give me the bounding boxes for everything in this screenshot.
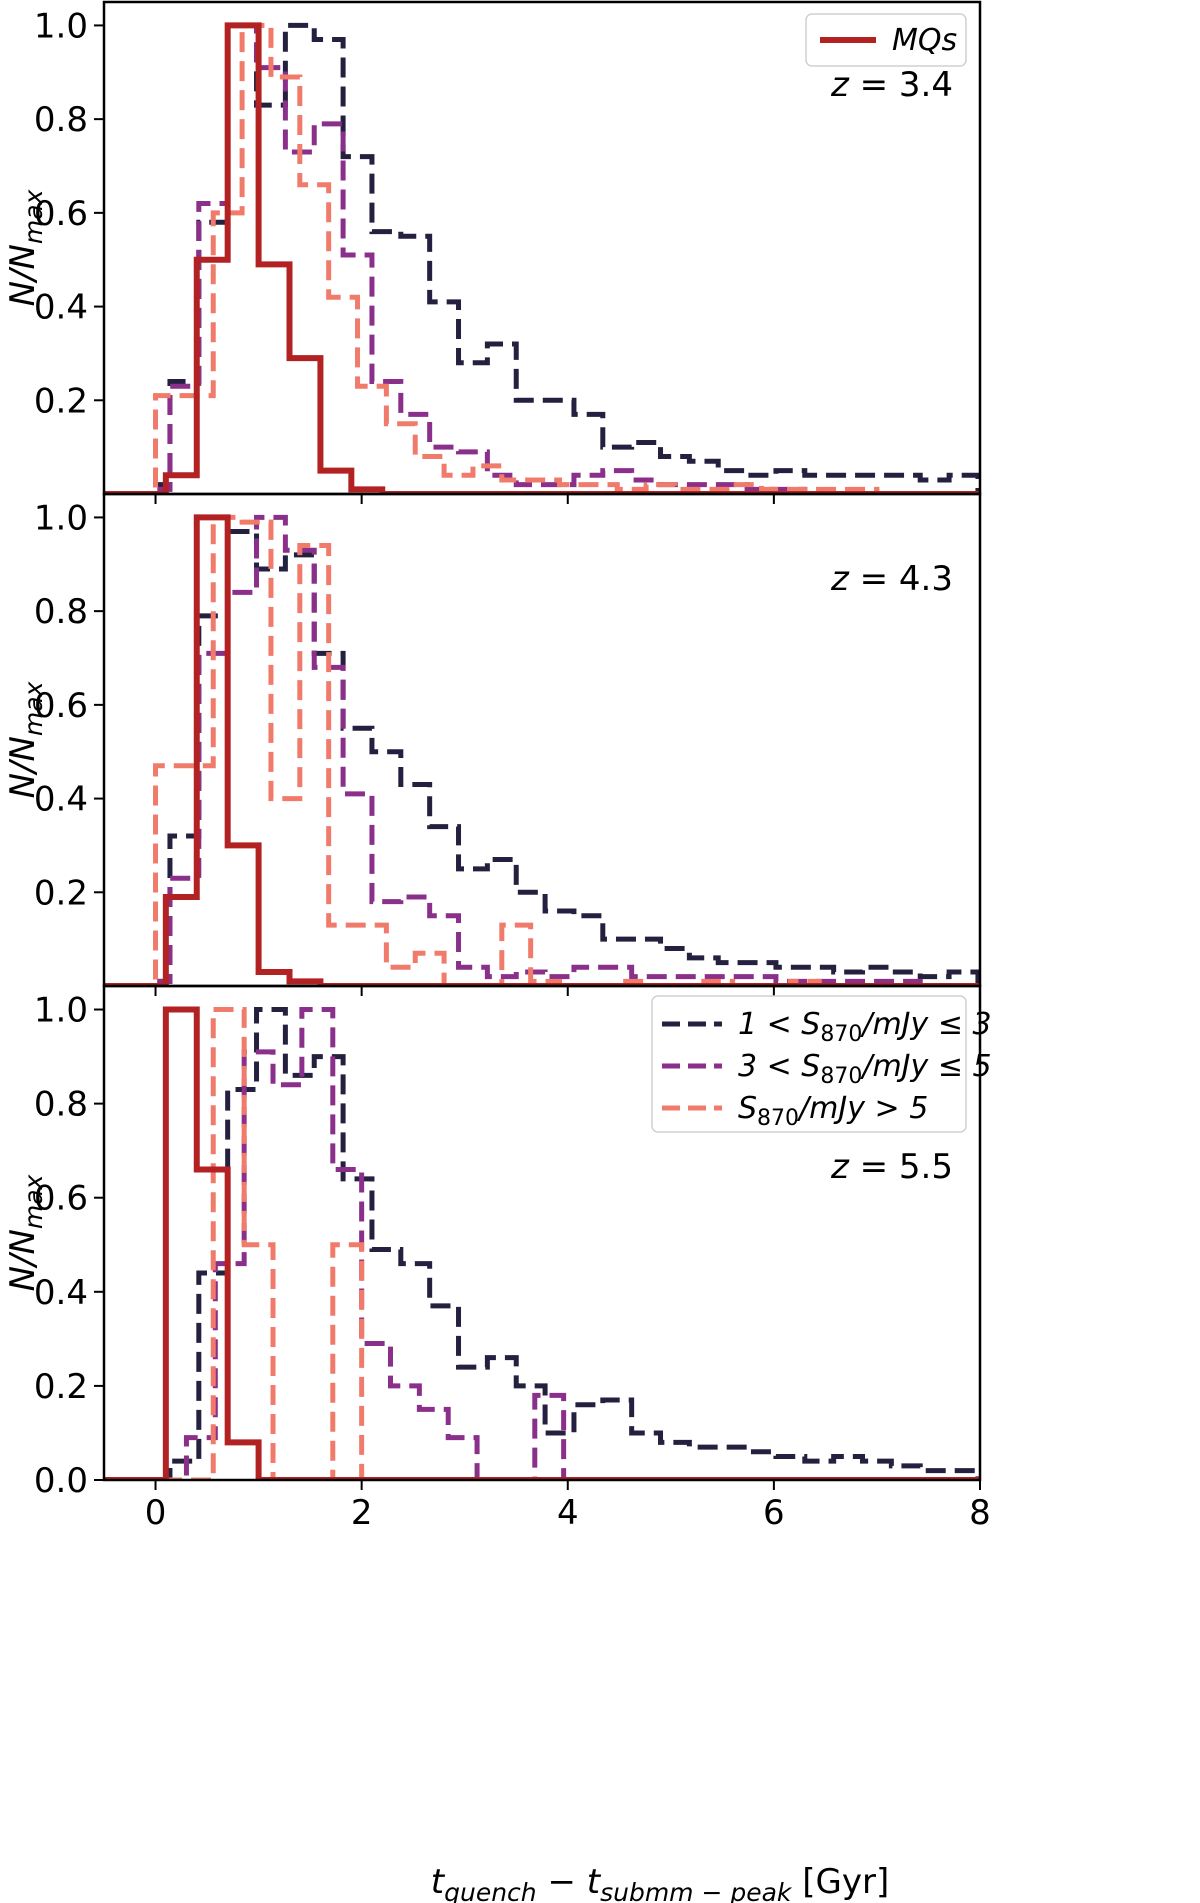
y-axis-title-top: N/Nmax [3, 189, 48, 306]
y-axis-title-middle: N/Nmax [3, 681, 48, 798]
ytick-label-top: 0.2 [34, 381, 88, 421]
series-bin1-middle [104, 528, 980, 986]
z-annotation-bottom: z = 5.5 [830, 1147, 953, 1187]
legend-label-bin1: 1 < S870/mJy ≤ 3 [738, 1007, 992, 1047]
panel-middle: 0.2 0.4 0.6 0.8 1.0 N/Nmax z = 4.3 [3, 492, 982, 996]
ytick-label-bottom: 0.2 [34, 1367, 88, 1407]
ytick-label-middle: 0.4 [34, 780, 88, 820]
x-axis-title: tquench − tsubmm − peak [Gyr] [431, 1862, 889, 1903]
y-axis-title-bottom: N/Nmax [3, 1174, 48, 1291]
ytick-label-middle: 1.0 [34, 498, 88, 538]
series-group-top [104, 22, 980, 494]
ytick-label-middle: 0.8 [34, 592, 88, 632]
xtick-label-bottom: 0 [145, 1493, 167, 1533]
xtick-label-bottom: 8 [969, 1493, 991, 1533]
xtick-label-bottom: 6 [763, 1493, 785, 1533]
ytick-label-bottom: 0.6 [34, 1179, 88, 1219]
legend-label-mqs: MQs [892, 23, 957, 58]
frame-bottom [102, 984, 982, 1482]
legend-top: MQs [805, 13, 967, 67]
ytick-label-bottom: 0.0 [34, 1461, 88, 1501]
series-group-middle [104, 514, 980, 986]
z-annotation-top: z = 3.4 [830, 65, 953, 105]
series-mqs-middle [104, 514, 980, 986]
series-bin2-middle [104, 514, 980, 986]
series-bin1-top [104, 22, 980, 494]
ytick-label-bottom: 1.0 [34, 991, 88, 1031]
legend-label-bin2: 3 < S870/mJy ≤ 5 [738, 1049, 992, 1089]
legend-bottom: 1 < S870/mJy ≤ 33 < S870/mJy ≤ 5S870/mJy… [651, 995, 992, 1133]
xtick-label-bottom: 2 [351, 1493, 373, 1533]
ytick-label-bottom: 0.4 [34, 1273, 88, 1313]
series-mqs-top [104, 22, 980, 494]
z-annotation-middle: z = 4.3 [830, 559, 953, 599]
series-bin1-bottom [104, 1007, 980, 1480]
series-bin3-top [104, 22, 980, 494]
series-bin3-middle [104, 514, 980, 986]
legend-label-bin3: S870/mJy > 5 [738, 1091, 928, 1131]
ytick-label-top: 0.4 [34, 288, 88, 328]
legend-box [651, 995, 967, 1133]
ytick-label-middle: 0.6 [34, 686, 88, 726]
series-group-bottom [104, 1006, 980, 1480]
series-mqs-bottom [104, 1006, 980, 1480]
ytick-label-top: 0.8 [34, 100, 88, 140]
xtick-label-bottom: 4 [557, 1493, 579, 1533]
ytick-label-top: 0.6 [34, 194, 88, 234]
panel-top: 0.2 0.4 0.6 0.8 1.0 N/Nmax z = 3.4 MQs [3, 0, 982, 504]
ytick-label-bottom: 0.8 [34, 1085, 88, 1125]
ytick-label-top: 1.0 [34, 6, 88, 46]
series-bin3-bottom [104, 1007, 980, 1480]
panel-bottom: 0.0 0.2 0.4 0.6 0.8 1.0 0 2 4 6 8 N/Nmax z = 5.5 1 < … [3, 984, 992, 1533]
ytick-label-middle: 0.2 [34, 873, 88, 913]
legend-box [805, 13, 967, 67]
